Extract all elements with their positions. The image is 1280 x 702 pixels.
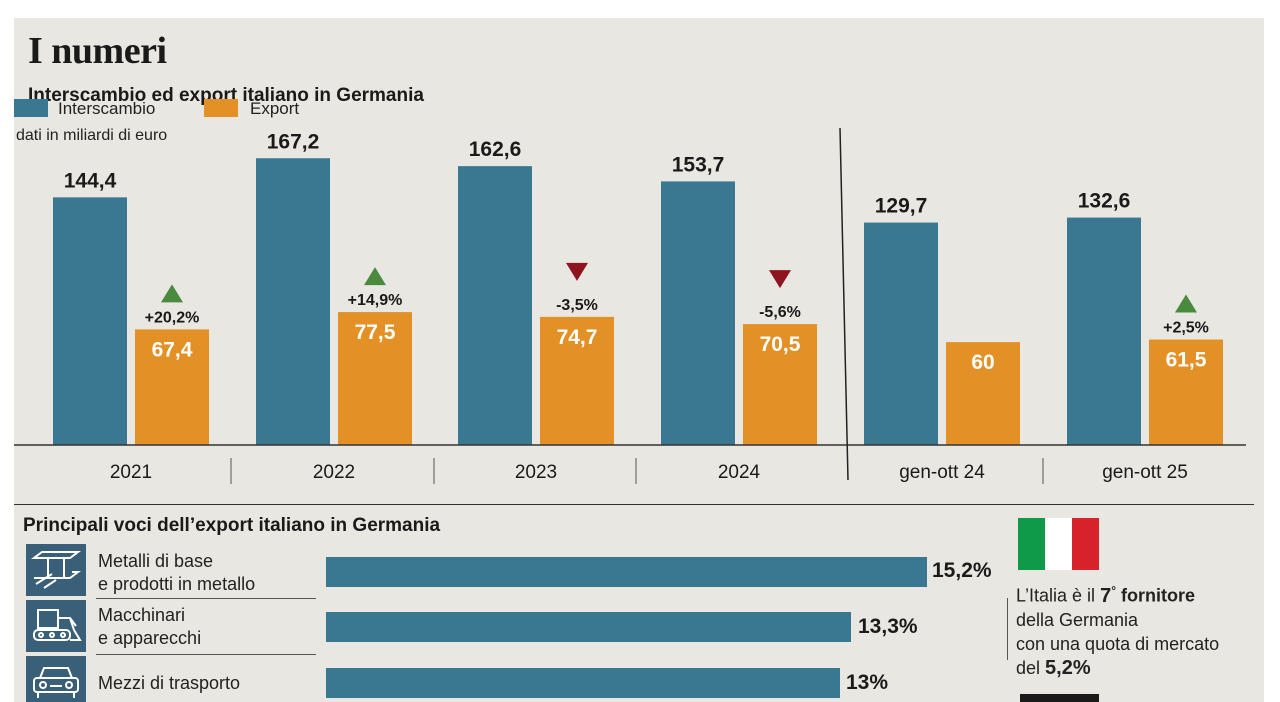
row-separator	[96, 654, 316, 655]
data-label-export: 60	[971, 351, 994, 374]
export-item-bar	[326, 557, 927, 587]
bar-interscambio	[1067, 217, 1141, 445]
export-item-label: Metalli di base e prodotti in metallo	[98, 551, 256, 594]
row-separator	[96, 598, 316, 599]
legend-label-interscambio: Interscambio	[58, 99, 156, 118]
bar-chart: 144,4 67,4 +20,2% 2021 167,2 77,5 +14,9% 2022 16…	[14, 127, 1246, 484]
data-label-export: 61,5	[1166, 349, 1207, 372]
bar-interscambio	[53, 197, 127, 445]
change-label: -3,5%	[556, 297, 598, 314]
data-label-interscambio: 167,2	[267, 130, 320, 153]
change-label: -5,6%	[759, 304, 801, 321]
legend-swatch-interscambio	[14, 99, 48, 117]
black-block	[1020, 694, 1099, 702]
down-arrow-icon	[769, 270, 791, 289]
export-item-bar	[326, 612, 851, 642]
bar-interscambio	[458, 166, 532, 446]
data-label-export: 74,7	[557, 326, 598, 349]
bar-export	[1149, 339, 1223, 445]
x-tick-label: 2024	[718, 462, 761, 483]
page-title: I numeri	[28, 30, 167, 72]
export-item-value: 13%	[846, 671, 889, 694]
change-label: +2,5%	[1163, 320, 1209, 337]
bar-export	[540, 316, 614, 445]
legend-swatch-export	[204, 99, 238, 117]
data-label-export: 67,4	[152, 338, 193, 361]
export-items-title: Principali voci dell’export italiano in …	[23, 515, 441, 536]
export-item-label: Macchinari e apparecchi	[98, 605, 202, 648]
bar-interscambio	[256, 158, 330, 445]
info-divider	[1007, 598, 1008, 660]
infographic-panel: I numeri Interscambio ed export italiano…	[14, 18, 1264, 702]
up-arrow-icon	[161, 284, 183, 303]
data-label-interscambio: 129,7	[875, 195, 928, 218]
change-label: +20,2%	[145, 309, 200, 326]
data-label-interscambio: 132,6	[1078, 190, 1131, 213]
chart-title: Interscambio ed export italiano in Germa…	[28, 85, 424, 106]
export-item-value: 13,3%	[858, 615, 918, 638]
italy-flag-icon	[1018, 518, 1099, 570]
bar-interscambio	[661, 181, 735, 446]
export-item-bar	[326, 668, 840, 698]
change-label: +14,9%	[348, 292, 403, 309]
x-tick-label: 2023	[515, 462, 557, 483]
units-note: dati in miliardi di euro	[16, 127, 168, 144]
bar-export	[743, 324, 817, 445]
x-tick-label: gen-ott 24	[899, 462, 985, 483]
bar-export	[946, 342, 1020, 445]
data-label-interscambio: 144,4	[64, 169, 117, 192]
steel-beam-icon	[26, 544, 86, 596]
data-label-export: 70,5	[760, 333, 801, 356]
legend-label-export: Export	[250, 99, 300, 118]
bar-interscambio	[864, 222, 938, 445]
up-arrow-icon	[364, 267, 386, 286]
bar-export	[135, 329, 209, 445]
data-label-interscambio: 153,7	[672, 153, 725, 176]
export-item-value: 15,2%	[932, 559, 992, 582]
period-divider	[839, 127, 849, 481]
down-arrow-icon	[566, 262, 588, 281]
info-text: L’Italia è il 7° fornitore della Germani…	[1016, 583, 1220, 679]
x-tick-label: 2022	[313, 462, 355, 483]
data-label-export: 77,5	[355, 321, 396, 344]
export-item-label: Mezzi di trasporto	[98, 673, 241, 693]
x-tick-label: gen-ott 25	[1102, 462, 1188, 483]
x-tick-label: 2021	[110, 462, 152, 483]
section-divider	[14, 504, 1254, 505]
up-arrow-icon	[1175, 294, 1197, 313]
data-label-interscambio: 162,6	[469, 138, 522, 161]
car-icon	[26, 656, 86, 702]
bar-export	[338, 312, 412, 445]
machinery-icon	[26, 600, 86, 652]
